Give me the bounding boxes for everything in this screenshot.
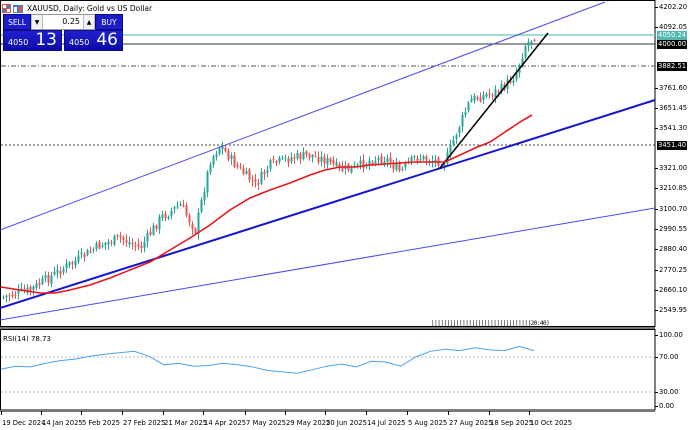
- time-tick-label: 10 Oct 2025: [530, 419, 573, 427]
- rsi-tick-label: 30.00: [659, 388, 679, 396]
- time-tick: [325, 411, 326, 415]
- rsi-tick: [655, 406, 658, 407]
- price-tick-label: 3541.30: [659, 124, 688, 132]
- price-tick-label: 2990.55: [659, 225, 688, 233]
- rsi-tick-label: 0.00: [659, 402, 675, 410]
- price-tick-label: 4092.05: [659, 23, 688, 31]
- rsi-tick: [655, 335, 658, 336]
- time-tick-label: 18 Sep 2025: [490, 419, 534, 427]
- one-click-trading-panel: SELL ▼ 0.25 ▲ BUY 4050 13 4050 46: [3, 14, 123, 51]
- time-tick: [41, 411, 42, 415]
- time-tick: [245, 411, 246, 415]
- rsi-tick-label: 100.00: [659, 331, 683, 339]
- lot-size-input[interactable]: 0.25: [62, 17, 80, 26]
- price-tick-label: 3321.00: [659, 164, 688, 172]
- price-tick: [655, 168, 658, 169]
- price-tick-label: 2880.40: [659, 245, 688, 253]
- lot-increase-icon[interactable]: ▲: [83, 15, 95, 29]
- chart-scroll-navigator[interactable]: ||||||||||||||||||||||||||||||||20:40): [431, 320, 550, 327]
- price-level-badge: 3451.40: [657, 141, 688, 150]
- time-tick: [81, 411, 82, 415]
- sell-price-pips: 13: [35, 30, 57, 50]
- buy-price-pips: 46: [96, 30, 118, 50]
- price-tick: [655, 27, 658, 28]
- chart-grid-icon[interactable]: [2, 3, 11, 13]
- lot-size-stepper[interactable]: ▼ 0.25 ▲: [31, 14, 95, 30]
- sell-price-button[interactable]: 4050 13: [3, 30, 62, 51]
- time-tick: [407, 411, 408, 415]
- time-tick-label: 29 May 2025: [286, 419, 331, 427]
- price-tick: [655, 88, 658, 89]
- price-tick: [655, 108, 658, 109]
- price-tick: [655, 290, 658, 291]
- time-tick: [529, 411, 530, 415]
- price-tick-label: 2770.25: [659, 266, 688, 274]
- chart-title-bar: XAUUSD, Daily: Gold vs US Dollar: [2, 2, 152, 14]
- price-tick-label: 2549.95: [659, 306, 688, 314]
- price-tick: [655, 229, 658, 230]
- time-tick-label: 14 Jul 2025: [367, 419, 406, 427]
- sell-price-prefix: 4050: [8, 38, 29, 47]
- time-tick-label: 19 Dec 2024: [2, 419, 46, 427]
- buy-button[interactable]: BUY: [95, 14, 123, 30]
- time-tick-label: 5 Aug 2025: [408, 419, 448, 427]
- price-tick-label: 3761.60: [659, 84, 688, 92]
- time-tick: [285, 411, 286, 415]
- price-tick-label: 3100.70: [659, 205, 688, 213]
- time-tick: [489, 411, 490, 415]
- price-level-badge: 4000.00: [657, 40, 688, 49]
- symbol-window-icon[interactable]: [13, 4, 23, 13]
- price-tick: [655, 249, 658, 250]
- time-tick: [1, 411, 2, 415]
- time-tick-label: 21 Mar 2025: [164, 419, 208, 427]
- time-tick: [203, 411, 204, 415]
- price-tick-label: 4202.20: [659, 3, 688, 11]
- time-tick: [366, 411, 367, 415]
- time-tick-label: 27 Aug 2025: [449, 419, 493, 427]
- rsi-tick: [655, 357, 658, 358]
- price-tick: [655, 7, 658, 8]
- price-tick: [655, 188, 658, 189]
- time-tick-label: 14 Jan 2025: [42, 419, 83, 427]
- price-tick-label: 3651.45: [659, 104, 688, 112]
- time-tick-label: 5 Feb 2025: [82, 419, 120, 427]
- price-tick: [655, 270, 658, 271]
- time-tick-label: 20 Jun 2025: [326, 419, 367, 427]
- time-tick: [163, 411, 164, 415]
- price-tick-label: 3210.85: [659, 184, 688, 192]
- rsi-tick-label: 70.00: [659, 353, 679, 361]
- price-level-badge: 3882.51: [657, 62, 688, 71]
- price-level-badge: 4050.24: [657, 31, 688, 40]
- time-tick-label: 14 Apr 2025: [204, 419, 247, 427]
- sell-button[interactable]: SELL: [3, 14, 31, 30]
- time-tick: [448, 411, 449, 415]
- price-tick: [655, 209, 658, 210]
- buy-price-button[interactable]: 4050 46: [64, 30, 123, 51]
- price-tick: [655, 128, 658, 129]
- symbol-title: XAUUSD, Daily: Gold vs US Dollar: [27, 3, 153, 13]
- buy-price-prefix: 4050: [69, 38, 90, 47]
- lot-decrease-icon[interactable]: ▼: [31, 15, 43, 29]
- price-tick-label: 2660.10: [659, 286, 688, 294]
- rsi-indicator-label: RSI(14) 78.73: [3, 335, 52, 343]
- time-tick-label: 7 May 2025: [246, 419, 286, 427]
- price-tick: [655, 310, 658, 311]
- time-tick: [122, 411, 123, 415]
- time-tick-label: 27 Feb 2025: [123, 419, 166, 427]
- rsi-tick: [655, 392, 658, 393]
